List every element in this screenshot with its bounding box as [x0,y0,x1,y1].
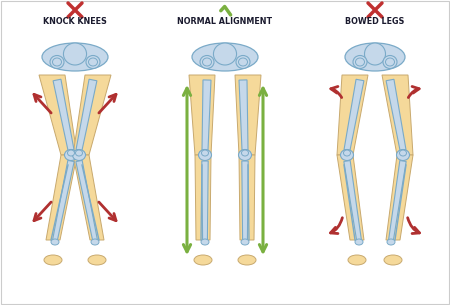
Ellipse shape [238,255,256,265]
Ellipse shape [396,149,410,160]
Ellipse shape [198,149,211,160]
Polygon shape [337,75,368,155]
Ellipse shape [50,56,64,69]
Ellipse shape [343,150,351,156]
Ellipse shape [202,58,211,66]
Polygon shape [76,79,97,151]
Ellipse shape [89,58,98,66]
Ellipse shape [341,149,354,160]
Polygon shape [195,155,211,240]
Polygon shape [73,155,104,240]
Polygon shape [202,161,208,240]
Ellipse shape [200,56,214,69]
Polygon shape [76,160,97,240]
Ellipse shape [88,255,106,265]
Ellipse shape [64,149,77,160]
Ellipse shape [355,239,363,245]
Ellipse shape [76,150,82,156]
Polygon shape [389,160,406,240]
Polygon shape [382,75,413,155]
Ellipse shape [345,43,405,71]
Ellipse shape [241,239,249,245]
Polygon shape [337,155,364,240]
Ellipse shape [236,56,250,69]
Ellipse shape [238,58,248,66]
Polygon shape [386,79,406,151]
Ellipse shape [86,56,100,69]
Ellipse shape [387,239,395,245]
Text: BOWED LEGS: BOWED LEGS [345,17,405,27]
Ellipse shape [202,150,208,156]
Ellipse shape [91,239,99,245]
Polygon shape [242,161,248,240]
Polygon shape [239,155,255,240]
Polygon shape [344,160,361,240]
Ellipse shape [63,43,86,65]
Polygon shape [235,75,261,155]
Ellipse shape [238,149,252,160]
Ellipse shape [356,58,364,66]
Polygon shape [189,75,215,155]
Ellipse shape [192,43,258,71]
Ellipse shape [44,255,62,265]
Polygon shape [386,155,413,240]
Ellipse shape [201,239,209,245]
Ellipse shape [68,150,75,156]
Text: NORMAL ALIGNMENT: NORMAL ALIGNMENT [177,17,273,27]
Ellipse shape [364,43,386,65]
Polygon shape [53,79,74,151]
Polygon shape [239,80,248,150]
Polygon shape [53,160,74,240]
Ellipse shape [194,255,212,265]
Ellipse shape [386,58,395,66]
Ellipse shape [42,43,108,71]
Polygon shape [344,79,364,151]
Ellipse shape [53,58,62,66]
Ellipse shape [348,255,366,265]
Ellipse shape [242,150,248,156]
Polygon shape [46,155,77,240]
Polygon shape [39,75,77,155]
Ellipse shape [400,150,406,156]
Ellipse shape [384,255,402,265]
Text: KNOCK KNEES: KNOCK KNEES [43,17,107,27]
Polygon shape [73,75,111,155]
Ellipse shape [72,149,86,160]
Ellipse shape [383,56,397,69]
Ellipse shape [213,43,237,65]
Polygon shape [202,80,211,150]
Ellipse shape [51,239,59,245]
Ellipse shape [353,56,367,69]
